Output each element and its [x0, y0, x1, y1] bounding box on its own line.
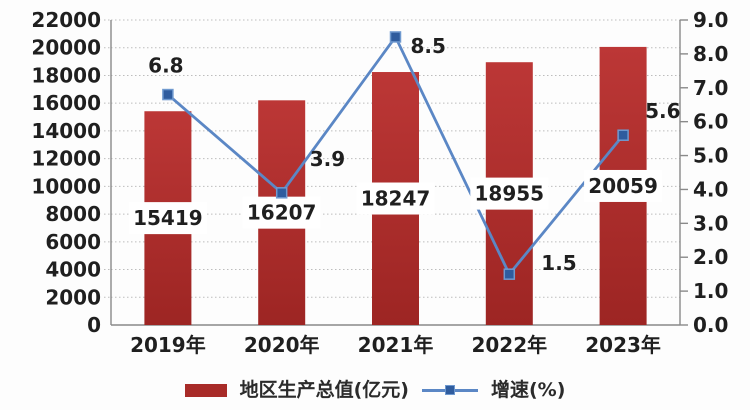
legend-line-marker-icon: [444, 384, 455, 395]
bar-value-label: 18955: [475, 182, 545, 206]
bar-value-label-bg: [470, 177, 549, 210]
x-axis-label: 2022年: [471, 333, 547, 357]
bar-value-label-bg: [128, 202, 207, 235]
bar-value-label-bg: [356, 182, 435, 215]
bar-value-label: 15419: [133, 206, 203, 230]
left-axis-tick-label: 12000: [31, 147, 101, 171]
right-axis-tick-label: 3.0: [693, 211, 728, 235]
right-axis-tick-label: 6.0: [693, 110, 728, 134]
line-marker: [503, 268, 516, 280]
line-value-label: 3.9: [310, 147, 345, 171]
line-marker: [275, 187, 288, 199]
legend-bar-swatch: [184, 383, 227, 397]
right-axis-tick-label: 7.0: [693, 76, 728, 100]
bar-value-label-bg: [584, 169, 663, 202]
line-value-label: 1.5: [541, 251, 576, 275]
left-axis-tick-label: 0: [87, 313, 101, 337]
right-axis-tick-label: 8.0: [693, 42, 728, 66]
bar-value-label: 18247: [361, 187, 431, 211]
legend-line-swatch: [421, 384, 478, 396]
line-value-label: 6.8: [148, 54, 183, 78]
bar-value-label: 16207: [247, 201, 317, 225]
left-axis-tick-label: 4000: [45, 258, 101, 282]
left-axis-tick-label: 2000: [45, 285, 101, 309]
x-axis-label: 2023年: [585, 333, 661, 357]
chart-legend: 地区生产总值(亿元) 增速(%): [0, 375, 750, 405]
x-axis-label: 2020年: [244, 333, 320, 357]
legend-bar-label: 地区生产总值(亿元): [239, 378, 409, 401]
left-axis-tick-label: 16000: [31, 91, 101, 115]
line-marker: [617, 129, 629, 141]
left-axis-tick-label: 6000: [45, 230, 101, 254]
line-value-label: 5.6: [645, 99, 680, 123]
left-axis-tick-label: 22000: [31, 8, 101, 32]
x-axis-label: 2019年: [130, 333, 206, 357]
right-axis-tick-label: 2.0: [693, 245, 728, 269]
line-marker: [389, 31, 402, 43]
left-axis-tick-label: 18000: [31, 63, 101, 87]
x-axis-label: 2021年: [358, 333, 434, 357]
bar-value-label-bg: [242, 196, 321, 229]
left-axis-tick-label: 10000: [31, 174, 101, 198]
bar-value-label: 20059: [588, 174, 658, 198]
line-marker: [162, 88, 174, 101]
right-axis-tick-label: 4.0: [693, 177, 728, 201]
right-axis-tick-label: 1.0: [693, 279, 728, 303]
left-axis-tick-label: 20000: [31, 36, 101, 60]
legend-line-label: 增速(%): [490, 378, 566, 401]
left-axis-tick-label: 14000: [31, 119, 101, 143]
right-axis-tick-label: 5.0: [693, 144, 728, 168]
line-value-label: 8.5: [411, 34, 446, 58]
right-axis-tick-label: 0.0: [693, 313, 728, 337]
left-axis-tick-label: 8000: [45, 202, 101, 226]
right-axis-tick-label: 9.0: [693, 8, 728, 32]
